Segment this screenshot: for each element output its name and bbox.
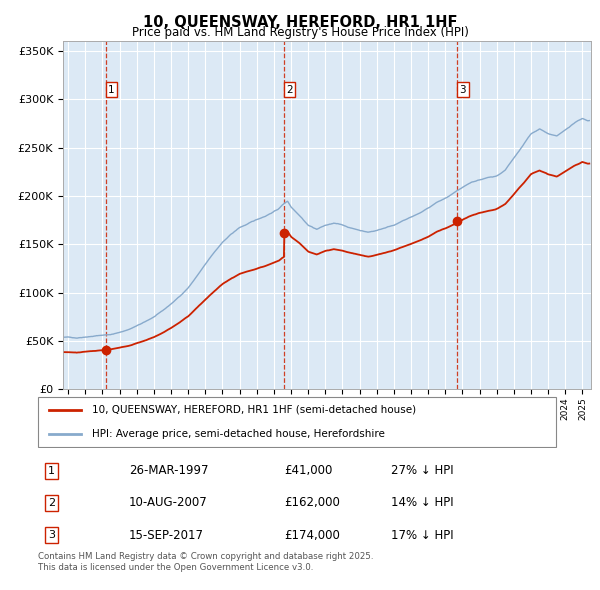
Text: 3: 3 — [459, 84, 466, 94]
Text: 3: 3 — [48, 530, 55, 540]
Text: Contains HM Land Registry data © Crown copyright and database right 2025.
This d: Contains HM Land Registry data © Crown c… — [38, 552, 374, 572]
Text: 10-AUG-2007: 10-AUG-2007 — [129, 496, 208, 509]
Text: £41,000: £41,000 — [284, 464, 332, 477]
Text: 2: 2 — [48, 498, 55, 508]
Text: 1: 1 — [108, 84, 115, 94]
Text: HPI: Average price, semi-detached house, Herefordshire: HPI: Average price, semi-detached house,… — [92, 429, 385, 439]
Text: 26-MAR-1997: 26-MAR-1997 — [129, 464, 209, 477]
Text: Price paid vs. HM Land Registry's House Price Index (HPI): Price paid vs. HM Land Registry's House … — [131, 26, 469, 39]
Text: £162,000: £162,000 — [284, 496, 340, 509]
FancyBboxPatch shape — [38, 397, 556, 447]
Text: 27% ↓ HPI: 27% ↓ HPI — [391, 464, 454, 477]
Text: £174,000: £174,000 — [284, 529, 340, 542]
Text: 14% ↓ HPI: 14% ↓ HPI — [391, 496, 454, 509]
Text: 10, QUEENSWAY, HEREFORD, HR1 1HF: 10, QUEENSWAY, HEREFORD, HR1 1HF — [143, 15, 457, 30]
Text: 17% ↓ HPI: 17% ↓ HPI — [391, 529, 454, 542]
Text: 15-SEP-2017: 15-SEP-2017 — [129, 529, 204, 542]
Text: 10, QUEENSWAY, HEREFORD, HR1 1HF (semi-detached house): 10, QUEENSWAY, HEREFORD, HR1 1HF (semi-d… — [92, 405, 416, 415]
Text: 2: 2 — [286, 84, 293, 94]
Text: 1: 1 — [48, 466, 55, 476]
